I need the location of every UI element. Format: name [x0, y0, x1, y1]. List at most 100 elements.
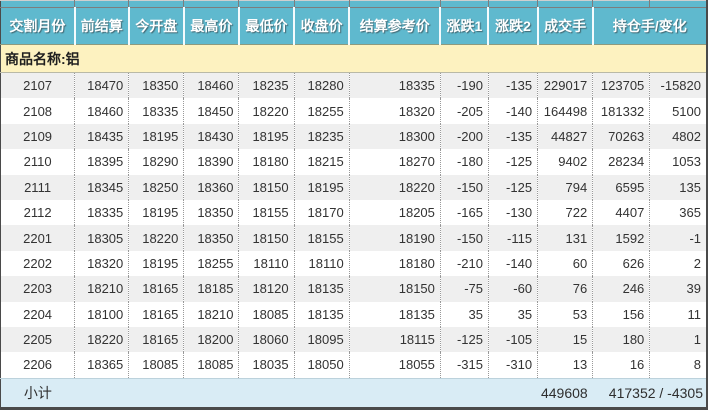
value-cell: 18195	[293, 174, 350, 200]
commodity-name-row: 商品名称:铝	[0, 44, 707, 73]
value-cell: 18195	[128, 123, 184, 150]
value-cell: 18335	[74, 199, 129, 226]
value-cell: 18185	[183, 276, 239, 302]
value-cell: 246	[592, 276, 650, 302]
value-cell: 18305	[74, 225, 129, 251]
table-row[interactable]: 2108 18460 18335 18450 18220 18255 18320 -205 -1…	[0, 98, 707, 124]
value-cell: -135	[487, 123, 538, 150]
column-header: 前结算	[73, 7, 129, 45]
value-cell: 18170	[293, 199, 350, 226]
value-cell: 18220	[348, 174, 441, 200]
value-cell: 18430	[183, 123, 239, 150]
value-cell: -180	[439, 149, 489, 175]
value-cell: 18460	[183, 72, 239, 99]
table-row[interactable]: 2205 18220 18165 18200 18060 18095 18115 -125 -1…	[0, 326, 707, 353]
value-cell: 18165	[128, 326, 184, 353]
value-cell: 18120	[238, 276, 295, 302]
value-cell: 18150	[238, 225, 295, 251]
value-cell: 18055	[348, 352, 441, 379]
delivery-month-cell: 2204	[0, 301, 75, 327]
table-row[interactable]: 2109 18435 18195 18430 18195 18235 18300 -200 -1…	[0, 123, 707, 150]
grid-sliver-cell	[487, 0, 538, 8]
table-row[interactable]: 2107 18470 18350 18460 18235 18280 18335 -190 -1…	[0, 72, 707, 99]
value-cell: -150	[439, 174, 489, 200]
commodity-name-label: 商品名称:铝	[0, 44, 707, 73]
grid-sliver-cell	[74, 0, 129, 8]
value-cell: 365	[649, 199, 707, 226]
value-cell: 18200	[183, 326, 239, 353]
table-row[interactable]: 2110 18395 18290 18390 18180 18215 18270 -180 -1…	[0, 149, 707, 175]
value-cell: -125	[439, 326, 489, 353]
value-cell: 18350	[128, 72, 184, 99]
table-row[interactable]: 2112 18335 18195 18350 18155 18170 18205 -165 -1…	[0, 199, 707, 226]
value-cell: -1	[649, 225, 707, 251]
subtotal-label: 小计	[0, 377, 75, 409]
value-cell: 4407	[592, 199, 650, 226]
value-cell: 18320	[74, 250, 129, 277]
table-row[interactable]: 2111 18345 18250 18360 18150 18195 18220 -150 -1…	[0, 174, 707, 200]
column-header: 成交手	[536, 7, 593, 45]
table-row[interactable]: 2203 18210 18165 18185 18120 18135 18150 -75 -60…	[0, 276, 707, 302]
value-cell: -15820	[649, 72, 707, 99]
value-cell: 18365	[74, 352, 129, 379]
value-cell: 18155	[238, 199, 295, 226]
value-cell: 2	[649, 250, 707, 277]
value-cell: 18210	[183, 301, 239, 327]
value-cell: 18210	[74, 276, 129, 302]
column-header: 收盘价	[293, 7, 350, 45]
value-cell: 18360	[183, 174, 239, 200]
value-cell: 18235	[293, 123, 350, 150]
header-row: 交割月份 前结算 今开盘 最高价 最低价 收盘价 结算参考价 涨跌1 涨跌2 成交手 持仓手/变化	[0, 7, 707, 45]
value-cell: 18135	[293, 276, 350, 302]
value-cell: 18395	[74, 149, 129, 175]
value-cell: 18255	[183, 250, 239, 277]
value-cell: 15	[537, 326, 593, 353]
value-cell: 35	[487, 301, 538, 327]
grid-sliver-cell	[0, 0, 75, 8]
value-cell: 18195	[128, 199, 184, 226]
value-cell: 60	[537, 250, 593, 277]
value-cell: 35	[439, 301, 489, 327]
column-header: 涨跌1	[439, 7, 489, 45]
grid-sliver-cell	[439, 0, 489, 8]
table-row[interactable]: 2201 18305 18220 18350 18150 18155 18190 -150 -1…	[0, 225, 707, 251]
value-cell: 18195	[238, 123, 295, 150]
value-cell: 18435	[74, 123, 129, 150]
value-cell: 18220	[128, 225, 184, 251]
delivery-month-cell: 2202	[0, 250, 75, 277]
grid-sliver-cell	[293, 0, 350, 8]
value-cell: 13	[537, 352, 593, 379]
value-cell: 70263	[592, 123, 650, 150]
value-cell: -210	[439, 250, 489, 277]
value-cell: 18180	[348, 250, 441, 277]
table-row[interactable]: 2204 18100 18165 18210 18085 18135 18135 35 35 53…	[0, 301, 707, 327]
value-cell: 18320	[348, 98, 441, 124]
table-row[interactable]: 2202 18320 18195 18255 18110 18110 18180 -210 -1…	[0, 250, 707, 277]
table-row[interactable]: 2206 18365 18085 18085 18035 18050 18055 -315 -3…	[0, 352, 707, 379]
grid-sliver-cell	[592, 0, 650, 8]
value-cell: 18270	[348, 149, 441, 175]
value-cell: 18215	[293, 149, 350, 175]
value-cell: 18350	[183, 199, 239, 226]
value-cell: 18035	[238, 352, 295, 379]
value-cell: -190	[439, 72, 489, 99]
value-cell: 18280	[293, 72, 350, 99]
value-cell: 18150	[238, 174, 295, 200]
value-cell: -205	[439, 98, 489, 124]
value-cell: 18060	[238, 326, 295, 353]
delivery-month-cell: 2112	[0, 199, 75, 226]
value-cell: 18110	[238, 250, 295, 277]
value-cell: 1053	[649, 149, 707, 175]
value-cell: -125	[487, 174, 538, 200]
value-cell: 18205	[348, 199, 441, 226]
value-cell: 18180	[238, 149, 295, 175]
value-cell: 44827	[537, 123, 593, 150]
grid-sliver-row	[0, 0, 707, 8]
value-cell: -125	[487, 149, 538, 175]
value-cell: -75	[439, 276, 489, 302]
value-cell: 28234	[592, 149, 650, 175]
value-cell: 180	[592, 326, 650, 353]
value-cell: -200	[439, 123, 489, 150]
value-cell: 9402	[537, 149, 593, 175]
